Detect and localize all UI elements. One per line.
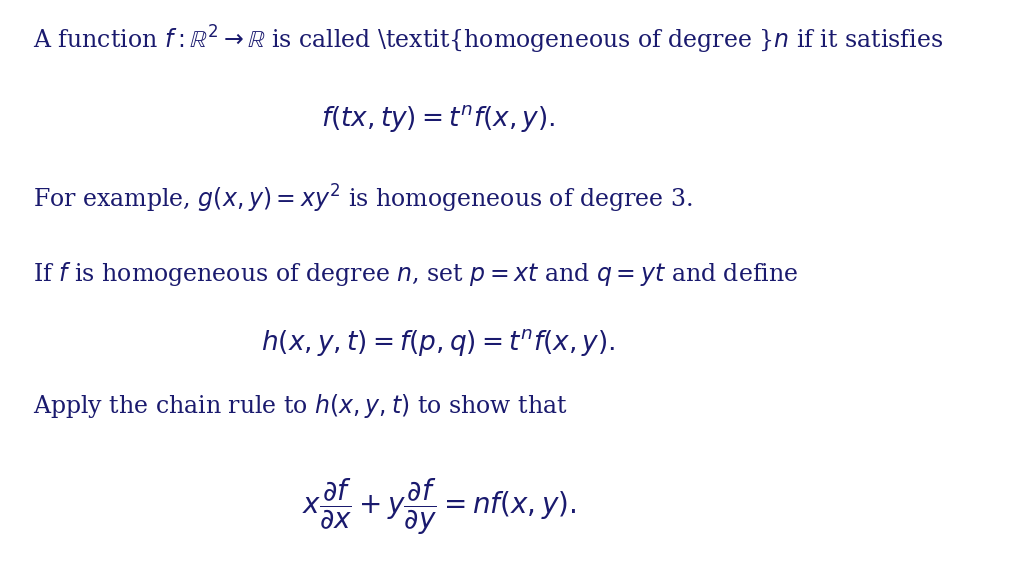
Text: $x\dfrac{\partial f}{\partial x} + y\dfrac{\partial f}{\partial y} = nf(x, y).$: $x\dfrac{\partial f}{\partial x} + y\dfr… bbox=[301, 476, 575, 537]
Text: If $f$ is homogeneous of degree $n$, set $p = xt$ and $q = yt$ and define: If $f$ is homogeneous of degree $n$, set… bbox=[34, 260, 799, 287]
Text: $h(x, y, t) = f(p, q) = t^n f(x, y).$: $h(x, y, t) = f(p, q) = t^n f(x, y).$ bbox=[261, 327, 615, 358]
Text: Apply the chain rule to $h(x, y, t)$ to show that: Apply the chain rule to $h(x, y, t)$ to … bbox=[34, 392, 568, 420]
Text: A function $f : \mathbb{R}^2 \rightarrow \mathbb{R}$ is called \textit{homogeneo: A function $f : \mathbb{R}^2 \rightarrow… bbox=[34, 24, 943, 56]
Text: For example, $g(x, y) = xy^2$ is homogeneous of degree 3.: For example, $g(x, y) = xy^2$ is homogen… bbox=[34, 183, 693, 215]
Text: $f(tx, ty) = t^n f(x, y).$: $f(tx, ty) = t^n f(x, y).$ bbox=[322, 103, 556, 134]
